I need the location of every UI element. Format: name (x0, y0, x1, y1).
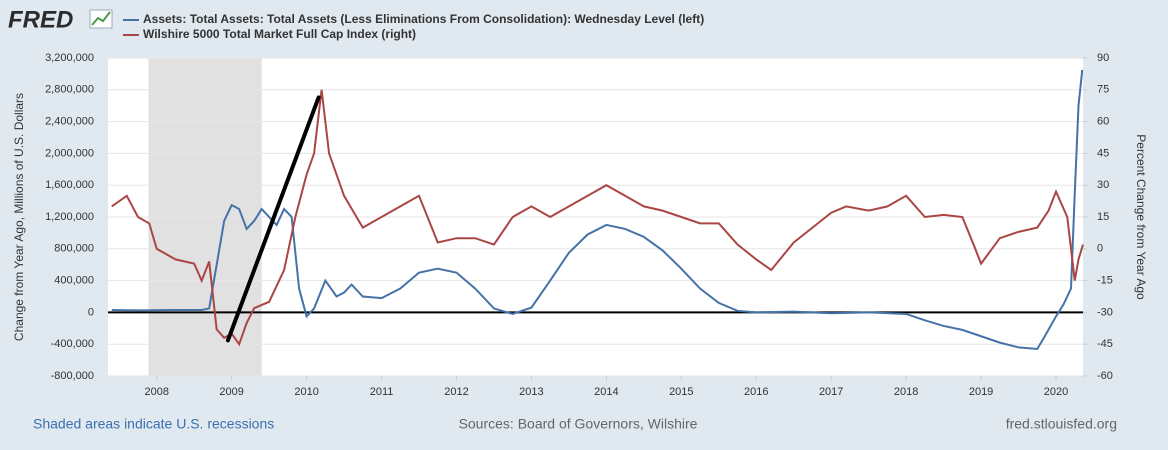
y2-axis-title: Percent Change from Year Ago (1134, 134, 1148, 300)
y2-tick-label: 90 (1097, 52, 1109, 64)
y2-tick-label: -30 (1097, 306, 1113, 318)
y-tick-label: 800,000 (54, 243, 94, 255)
x-tick-label: 2008 (144, 386, 168, 398)
y-tick-label: 3,200,000 (45, 52, 94, 64)
y-tick-label: -800,000 (51, 370, 94, 382)
y-tick-label: 1,200,000 (45, 211, 94, 223)
x-tick-label: 2014 (594, 386, 618, 398)
x-tick-label: 2017 (819, 386, 843, 398)
x-tick-label: 2013 (519, 386, 543, 398)
sources: Sources: Board of Governors, Wilshire (459, 416, 698, 432)
x-tick-label: 2020 (1044, 386, 1068, 398)
y2-tick-label: -45 (1097, 338, 1113, 350)
legend-label: Wilshire 5000 Total Market Full Cap Inde… (143, 27, 416, 41)
y-tick-label: 400,000 (54, 275, 94, 287)
x-tick-label: 2011 (370, 386, 394, 398)
y-axis-title: Change from Year Ago, Millions of U.S. D… (12, 93, 26, 341)
logo[interactable]: FRED (8, 6, 73, 33)
y-tick-label: 0 (88, 306, 94, 318)
y2-tick-label: 0 (1097, 243, 1103, 255)
series-line (111, 69, 1084, 351)
x-tick-label: 2012 (444, 386, 468, 398)
x-tick-label: 2019 (969, 386, 993, 398)
x-tick-label: 2015 (669, 386, 693, 398)
y-tick-label: 2,400,000 (45, 116, 94, 128)
y2-tick-label: 15 (1097, 211, 1109, 223)
logo-icon (89, 9, 113, 29)
x-tick-label: 2016 (744, 386, 768, 398)
y-tick-label: 2,000,000 (45, 147, 94, 159)
legend-label: Assets: Total Assets: Total Assets (Less… (143, 12, 704, 26)
recession-note-link[interactable]: Shaded areas indicate U.S. recessions (33, 416, 274, 432)
y2-tick-label: 30 (1097, 179, 1109, 191)
y2-tick-label: 75 (1097, 84, 1109, 96)
x-tick-label: 2009 (219, 386, 243, 398)
x-tick-label: 2010 (294, 386, 318, 398)
y-tick-label: 2,800,000 (45, 84, 94, 96)
y2-tick-label: 60 (1097, 116, 1109, 128)
y2-tick-label: 45 (1097, 147, 1109, 159)
y-tick-label: 1,600,000 (45, 179, 94, 191)
y2-tick-label: -60 (1097, 370, 1113, 382)
y-tick-label: -400,000 (51, 338, 94, 350)
x-tick-label: 2018 (894, 386, 918, 398)
y2-tick-label: -15 (1097, 275, 1113, 287)
annotation-line (225, 95, 321, 343)
site-url: fred.stlouisfed.org (1006, 416, 1117, 432)
